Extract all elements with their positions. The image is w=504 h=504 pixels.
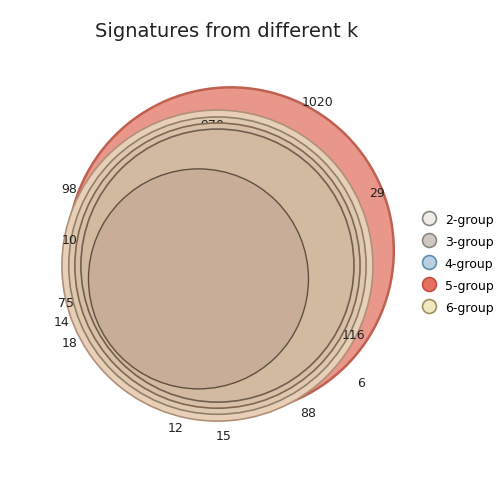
Text: 14: 14 [54,316,70,329]
Text: 3490: 3490 [300,242,332,255]
Circle shape [81,129,354,402]
Text: 1020: 1020 [302,96,334,109]
Circle shape [69,117,366,414]
Text: 7900: 7900 [177,266,216,281]
Text: 970: 970 [200,119,224,132]
Text: 18: 18 [61,337,78,350]
Text: 98: 98 [61,183,78,196]
Text: 75: 75 [58,297,74,310]
Text: 15: 15 [215,430,231,443]
Circle shape [68,87,394,413]
Text: 1050: 1050 [61,234,93,246]
Text: 88: 88 [300,407,317,420]
Text: 12: 12 [168,422,183,435]
Legend: 2-group, 3-group, 4-group, 5-group, 6-group: 2-group, 3-group, 4-group, 5-group, 6-gr… [422,212,493,316]
Text: 29: 29 [369,187,385,200]
Text: 6: 6 [358,376,365,390]
Circle shape [62,110,373,421]
Title: Signatures from different k: Signatures from different k [95,22,358,41]
Circle shape [75,123,360,408]
Text: 116: 116 [342,329,366,342]
Circle shape [89,169,308,389]
